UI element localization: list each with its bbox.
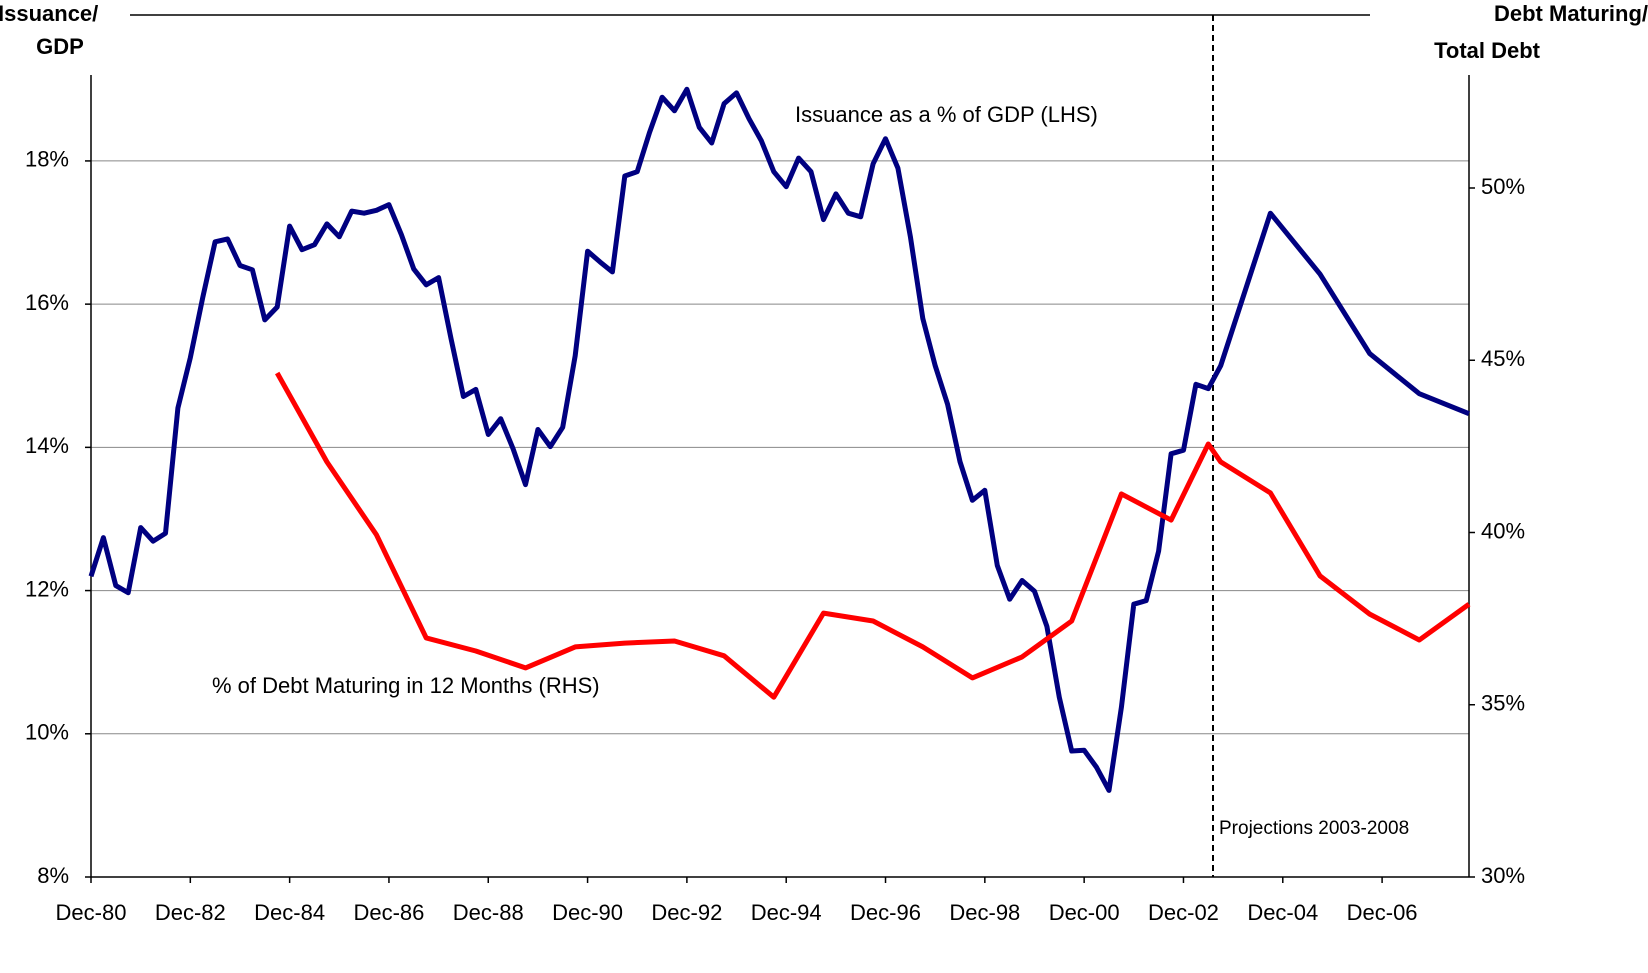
x-tick-label: Dec-04 bbox=[1247, 900, 1318, 925]
series-line bbox=[275, 371, 1471, 700]
y-axis-title: Issuance/ bbox=[0, 1, 98, 26]
y2-axis-title: Debt Maturing/ bbox=[1494, 1, 1648, 26]
x-tick-label: Dec-96 bbox=[850, 900, 921, 925]
x-tick-label: Dec-00 bbox=[1049, 900, 1120, 925]
series-label: Issuance as a % of GDP (LHS) bbox=[795, 102, 1098, 127]
y-tick-label: 14% bbox=[25, 433, 69, 458]
y-tick-label: 12% bbox=[25, 576, 69, 601]
y2-tick-label: 30% bbox=[1481, 863, 1525, 888]
y2-tick-label: 50% bbox=[1481, 174, 1525, 199]
y2-tick-label: 40% bbox=[1481, 518, 1525, 543]
annotation: Projections 2003-2008 bbox=[1219, 818, 1409, 839]
x-tick-label: Dec-02 bbox=[1148, 900, 1219, 925]
y-axis-title: GDP bbox=[36, 34, 84, 59]
x-tick-label: Dec-84 bbox=[254, 900, 325, 925]
y2-tick-label: 35% bbox=[1481, 691, 1525, 716]
x-tick-label: Dec-90 bbox=[552, 900, 623, 925]
y2-axis-title: Total Debt bbox=[1434, 38, 1541, 63]
x-tick-label: Dec-82 bbox=[155, 900, 226, 925]
y-tick-label: 18% bbox=[25, 147, 69, 172]
y-tick-label: 8% bbox=[37, 863, 69, 888]
x-tick-label: Dec-06 bbox=[1347, 900, 1418, 925]
x-tick-label: Dec-88 bbox=[453, 900, 524, 925]
x-tick-label: Dec-94 bbox=[751, 900, 822, 925]
series-label: % of Debt Maturing in 12 Months (RHS) bbox=[212, 673, 600, 698]
y-tick-label: 10% bbox=[25, 720, 69, 745]
x-tick-label: Dec-92 bbox=[651, 900, 722, 925]
y-tick-label: 16% bbox=[25, 290, 69, 315]
series-line bbox=[88, 86, 1470, 793]
x-tick-label: Dec-86 bbox=[353, 900, 424, 925]
x-tick-label: Dec-80 bbox=[56, 900, 127, 925]
x-tick-label: Dec-98 bbox=[949, 900, 1020, 925]
y2-tick-label: 45% bbox=[1481, 346, 1525, 371]
